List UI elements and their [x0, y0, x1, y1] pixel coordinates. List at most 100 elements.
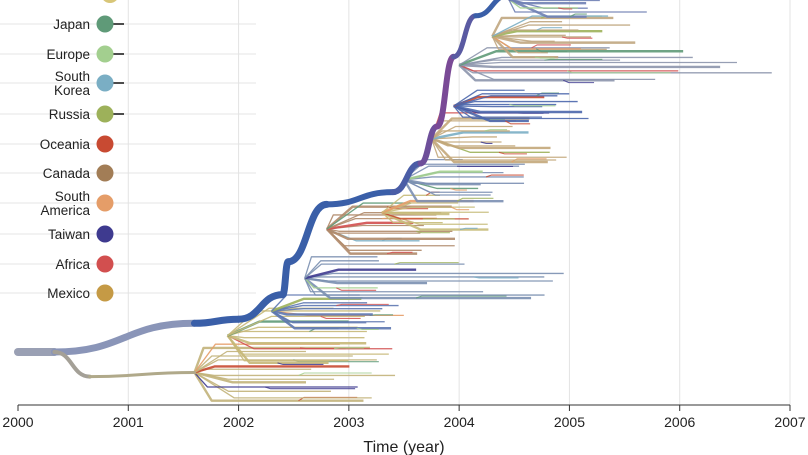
legend-label: Oceania — [40, 137, 91, 152]
branch — [453, 93, 570, 107]
trunk-segment — [473, 0, 502, 19]
sub-branch — [544, 58, 603, 61]
legend-item: Europe — [46, 45, 124, 63]
branch — [431, 137, 551, 150]
branch — [193, 372, 358, 388]
branch — [271, 304, 399, 312]
trunk-segment — [284, 200, 331, 266]
branch — [403, 176, 524, 181]
branch — [271, 308, 383, 312]
legend-swatch — [96, 15, 114, 33]
legend-label: Korea — [54, 83, 91, 98]
tree-trunk — [14, 0, 502, 379]
sub-branch — [563, 79, 595, 84]
trunk-segment — [389, 160, 424, 196]
legend-label: Mexico — [47, 286, 90, 301]
branch — [304, 277, 545, 296]
branch — [491, 35, 581, 50]
branch — [453, 104, 529, 123]
trunk-segment — [235, 291, 287, 323]
x-tick-label: 2000 — [2, 414, 33, 430]
branch — [271, 309, 373, 316]
branch — [403, 170, 483, 181]
branch — [431, 131, 529, 140]
branch — [402, 179, 504, 203]
trunk-segment — [190, 315, 243, 327]
tree-clades — [193, 0, 772, 402]
branch — [227, 334, 367, 345]
branch — [453, 105, 543, 108]
legend-label: Canada — [43, 166, 91, 181]
sub-branch — [535, 48, 568, 53]
branch — [491, 16, 614, 37]
legend-item: Mexico — [47, 284, 114, 302]
sub-branch — [511, 158, 547, 163]
legend-swatch — [96, 164, 114, 182]
sub-branch — [386, 251, 413, 255]
branch — [194, 371, 331, 392]
sub-branch — [394, 262, 459, 265]
legend-label: South — [55, 69, 90, 84]
trunk-segment — [88, 371, 196, 379]
legend-swatch-partial — [103, 0, 117, 3]
branch — [381, 211, 489, 231]
branch — [458, 64, 615, 82]
branch — [194, 365, 350, 374]
branch — [227, 334, 365, 339]
legend-swatch — [96, 194, 114, 212]
sub-branch — [534, 56, 555, 59]
branch — [453, 105, 589, 120]
branch — [194, 368, 312, 374]
sub-branch — [416, 230, 450, 234]
legend-item: Japan — [53, 15, 124, 33]
sub-branch — [505, 120, 531, 125]
trunk-segment — [50, 319, 198, 356]
branch — [430, 138, 567, 158]
sub-branch — [336, 287, 377, 291]
branch — [459, 61, 737, 66]
trunk-segment — [323, 189, 396, 208]
legend-swatch — [96, 225, 114, 243]
clade — [193, 343, 396, 402]
branch — [304, 277, 532, 300]
branch — [431, 138, 516, 147]
clade — [381, 191, 489, 231]
branch — [326, 228, 421, 234]
branch — [193, 371, 364, 402]
branch — [227, 315, 365, 337]
branch — [508, 0, 587, 18]
clade — [270, 294, 404, 331]
sub-branch — [561, 36, 593, 39]
branch — [459, 63, 721, 69]
sub-branch — [536, 92, 560, 97]
branch — [381, 206, 475, 214]
legend-label: Taiwan — [48, 227, 90, 242]
legend-item: Russia — [49, 105, 124, 123]
legend-item: Taiwan — [48, 225, 114, 243]
legend-label: America — [40, 203, 90, 218]
branch — [194, 350, 306, 374]
sub-branch — [480, 141, 493, 145]
branch — [453, 105, 542, 118]
sub-branch — [450, 187, 467, 191]
sub-branch — [566, 70, 671, 74]
branch — [453, 104, 583, 114]
x-axis-label: Time (year) — [363, 439, 444, 455]
sub-branch — [334, 347, 364, 350]
branch — [458, 50, 684, 67]
branch — [431, 138, 502, 143]
legend-guide-lines — [0, 23, 256, 294]
branch — [227, 330, 367, 337]
branch — [304, 263, 465, 279]
branch — [458, 47, 610, 66]
trunk-segment — [434, 53, 457, 130]
clade — [491, 15, 636, 59]
x-tick-label: 2006 — [664, 414, 695, 430]
clade — [226, 307, 393, 366]
sub-branch — [298, 372, 372, 376]
branch — [508, 0, 587, 5]
branch — [381, 212, 443, 224]
branch — [381, 194, 440, 214]
